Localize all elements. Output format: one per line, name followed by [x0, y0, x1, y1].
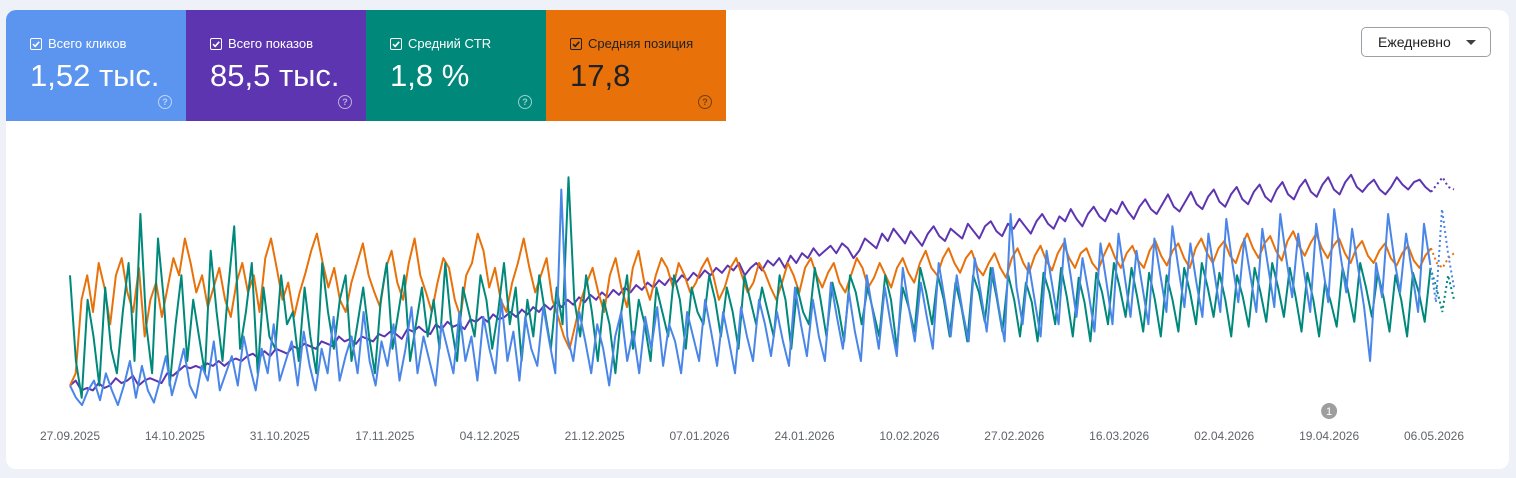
help-icon[interactable]: ?: [698, 95, 712, 109]
x-tick-label: 17.11.2025: [355, 429, 414, 443]
checkbox-icon[interactable]: [30, 37, 42, 50]
help-icon[interactable]: ?: [518, 95, 532, 109]
checkbox-icon[interactable]: [210, 37, 222, 50]
caret-down-icon: [1466, 40, 1476, 45]
annotation-layer: 1: [1321, 403, 1338, 419]
x-tick-label: 21.12.2025: [565, 429, 625, 443]
metric-value: 1,52 тыс.: [30, 58, 160, 93]
x-tick-label: 04.12.2025: [460, 429, 520, 443]
x-tick-label: 14.10.2025: [145, 429, 205, 443]
annotation-label: 1: [1326, 406, 1332, 418]
x-tick-label: 19.04.2026: [1299, 429, 1359, 443]
series-line-partial: [1429, 208, 1455, 303]
series-line-partial: [1430, 175, 1455, 193]
granularity-select[interactable]: Ежедневно: [1361, 27, 1491, 57]
series-3: [69, 176, 1455, 399]
x-tick-label: 27.09.2025: [40, 429, 100, 443]
annotation-marker[interactable]: 1: [1321, 403, 1338, 419]
series-line: [69, 173, 1432, 392]
metric-value: 85,5 тыс.: [210, 58, 340, 93]
checkbox-icon[interactable]: [570, 37, 582, 50]
metric-label: Средняя позиция: [588, 36, 694, 51]
x-tick-label: 02.04.2026: [1194, 429, 1254, 443]
series-4: [69, 188, 1455, 407]
metric-value: 1,8 %: [390, 58, 470, 93]
x-tick-label: 16.03.2026: [1089, 429, 1149, 443]
performance-card: Всего кликов 1,52 тыс. ? Всего показов 8…: [6, 10, 1509, 469]
x-tick-label: 27.02.2026: [984, 429, 1044, 443]
help-icon[interactable]: ?: [338, 95, 352, 109]
metric-label: Всего кликов: [48, 36, 127, 51]
metric-tiles: Всего кликов 1,52 тыс. ? Всего показов 8…: [6, 10, 726, 121]
metric-tile-position[interactable]: Средняя позиция 17,8 ?: [546, 10, 726, 121]
x-tick-label: 06.05.2026: [1404, 429, 1464, 443]
series-line-partial: [1430, 247, 1455, 270]
metric-tile-clicks[interactable]: Всего кликов 1,52 тыс. ?: [6, 10, 186, 121]
metric-tile-impressions[interactable]: Всего показов 85,5 тыс. ?: [186, 10, 366, 121]
series-2: [69, 230, 1455, 386]
performance-chart: 1 27.09.2025 14.10.2025 31.10.2025 17.11.20…: [40, 173, 1464, 443]
x-tick-label: 31.10.2025: [250, 429, 310, 443]
series-line-partial: [1429, 267, 1455, 313]
checkbox-icon[interactable]: [390, 37, 402, 50]
x-tick-label: 07.01.2026: [669, 429, 729, 443]
series-line: [69, 176, 1432, 399]
metric-label: Средний CTR: [408, 36, 492, 51]
metric-label: Всего показов: [228, 36, 313, 51]
x-tick-label: 10.02.2026: [879, 429, 939, 443]
metric-tile-ctr[interactable]: Средний CTR 1,8 % ?: [366, 10, 546, 121]
series-line: [69, 230, 1432, 386]
help-icon[interactable]: ?: [158, 95, 172, 109]
series-layer: [69, 173, 1455, 407]
x-axis-ticks: 27.09.2025 14.10.2025 31.10.2025 17.11.2025…: [40, 429, 1464, 443]
granularity-value: Ежедневно: [1378, 34, 1451, 50]
x-tick-label: 24.01.2026: [774, 429, 834, 443]
series-line: [69, 188, 1431, 407]
metric-value: 17,8: [570, 58, 631, 93]
